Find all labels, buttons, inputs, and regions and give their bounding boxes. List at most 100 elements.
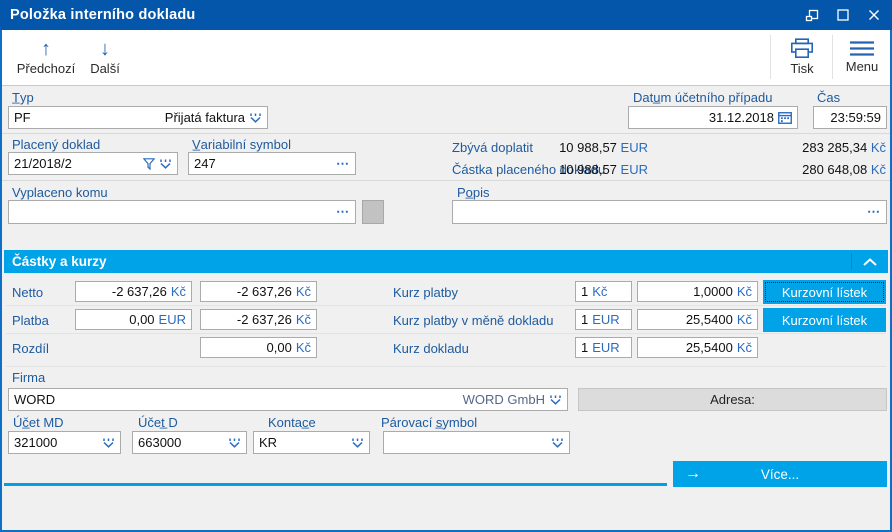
dropdown-icon[interactable]	[249, 113, 262, 123]
ucet-md-label: Úč̲et MD	[13, 415, 64, 430]
kurz-dokladu-unit-input[interactable]: 1 EUR	[575, 337, 632, 358]
platba-input-1[interactable]: 0,00 EUR	[75, 309, 192, 330]
variabilni-symbol-label: V̲ariabilní symbol	[192, 137, 291, 152]
ellipsis-button[interactable]: ⋯	[336, 204, 350, 219]
kurz-mene-rate-input[interactable]: 25,5400 Kč	[637, 309, 758, 330]
menu-label: Menu	[845, 59, 879, 74]
adresa-panel[interactable]: Adresa:	[578, 388, 887, 411]
kontace-input[interactable]: KR	[253, 431, 370, 454]
currency: Kč	[592, 284, 608, 299]
typ-label: T̲yp	[12, 90, 34, 105]
unit-value: 1	[581, 340, 589, 355]
amount-value: 0,00	[129, 312, 155, 327]
platba-input-2[interactable]: -2 637,26 Kč	[200, 309, 317, 330]
rozdil-label: Rozdíl	[12, 341, 49, 356]
dropdown-icon[interactable]	[228, 438, 241, 448]
zbyva-doplatit-kc: 283 285,34 Kč	[700, 140, 886, 155]
rate-value: 1,0000	[693, 284, 733, 299]
parovaci-symbol-input[interactable]	[383, 431, 570, 454]
currency: EUR	[620, 162, 648, 177]
calendar-icon[interactable]	[778, 111, 792, 124]
dropdown-icon[interactable]	[159, 159, 172, 169]
zbyva-doplatit-label: Zbývá doplatit	[452, 140, 533, 155]
currency: Kč	[295, 284, 311, 299]
castka-placeneho-kc: 280 648,08 Kč	[700, 162, 886, 177]
currency: Kč	[170, 284, 186, 299]
dock-window-button[interactable]	[804, 7, 820, 23]
cas-label: Čas	[817, 90, 841, 105]
section-castky-a-kurzy: Částky a kurzy	[4, 250, 888, 273]
close-icon	[868, 9, 880, 21]
currency: EUR	[592, 340, 620, 355]
hamburger-menu-icon	[849, 40, 875, 57]
dropdown-icon[interactable]	[351, 438, 364, 448]
netto-label: Netto	[12, 285, 44, 300]
filter-funnel-icon[interactable]	[143, 157, 155, 170]
kurzovni-listek-button-1[interactable]: Kurzovní lístek	[763, 280, 886, 304]
castka-placeneho-label: Částka placeného dokladu	[452, 162, 606, 177]
maximize-button[interactable]	[835, 7, 851, 23]
popis-input[interactable]: ⋯	[452, 200, 887, 224]
datum-value: 31.12.2018	[708, 110, 774, 125]
ellipsis-button[interactable]: ⋯	[867, 204, 881, 219]
firma-value: WORD	[14, 392, 56, 407]
amount-value: 283 285,34	[802, 140, 868, 155]
toolbar-separator	[832, 35, 833, 79]
print-button[interactable]: Tisk	[776, 33, 828, 81]
typ-input[interactable]: PF Přijatá faktura	[8, 106, 268, 129]
ucet-d-input[interactable]: 663000	[132, 431, 247, 454]
ucet-d-value: 663000	[138, 435, 182, 450]
placeny-doklad-input[interactable]: 21/2018/2	[8, 152, 178, 175]
more-label: Více...	[760, 466, 800, 482]
dropdown-icon[interactable]	[549, 395, 562, 405]
amount-value: 10 988,57	[559, 140, 617, 155]
unit-value: 1	[581, 284, 589, 299]
firma-name: WORD GmbH	[462, 392, 545, 407]
previous-label: Předchozí	[16, 60, 76, 76]
cas-input[interactable]: 23:59:59	[813, 106, 887, 129]
amount-value: 0,00	[266, 340, 292, 355]
kurzovni-listek-button-2[interactable]: Kurzovní lístek	[763, 308, 886, 332]
close-button[interactable]	[866, 7, 882, 23]
more-button[interactable]: → Více...	[673, 461, 887, 487]
rozdil-input[interactable]: 0,00 Kč	[200, 337, 317, 358]
kurz-mene-unit-input[interactable]: 1 EUR	[575, 309, 632, 330]
dropdown-icon[interactable]	[551, 438, 564, 448]
arrow-up-icon: ↑	[41, 37, 51, 60]
platba-label: Platba	[12, 313, 49, 328]
section-divider	[851, 253, 852, 270]
netto-input-1[interactable]: -2 637,26 Kč	[75, 281, 192, 302]
dock-icon	[805, 9, 819, 22]
popis-label: Po̲pis	[457, 185, 490, 200]
kurz-platby-unit-input[interactable]: 1 Kč	[575, 281, 632, 302]
vyplaceno-komu-input[interactable]: ⋯	[8, 200, 356, 224]
datum-input[interactable]: 31.12.2018	[628, 106, 798, 129]
rate-value: 25,5400	[685, 312, 733, 327]
collapse-button[interactable]	[862, 257, 878, 267]
menu-button[interactable]: Menu	[836, 33, 888, 81]
title-bar: Položka interního dokladu	[0, 0, 892, 30]
parovaci-symbol-label: Párovací s̲ymbol	[381, 415, 478, 430]
kurz-mene-label: Kurz platby v měně dokladu	[393, 313, 554, 328]
kurz-dokladu-rate-input[interactable]: 25,5400 Kč	[637, 337, 758, 358]
cas-value: 23:59:59	[830, 110, 881, 125]
dropdown-icon[interactable]	[102, 438, 115, 448]
row-divider	[6, 305, 886, 306]
kurz-platby-rate-input[interactable]: 1,0000 Kč	[637, 281, 758, 302]
ellipsis-button[interactable]: ⋯	[336, 155, 350, 171]
ucet-md-input[interactable]: 321000	[8, 431, 121, 454]
netto-input-2[interactable]: -2 637,26 Kč	[200, 281, 317, 302]
window-controls	[804, 0, 882, 30]
variabilni-symbol-input[interactable]: 247 ⋯	[188, 152, 356, 175]
currency: Kč	[736, 284, 752, 299]
next-button[interactable]: ↓ Další	[76, 33, 134, 81]
kontace-value: KR	[259, 435, 278, 450]
previous-button[interactable]: ↑ Předchozí	[10, 33, 82, 81]
section-bottom-divider	[6, 366, 886, 367]
amount-value: 10 988,57	[559, 162, 617, 177]
gray-square-button[interactable]	[362, 200, 384, 224]
rate-value: 25,5400	[685, 340, 733, 355]
typ-name: Přijatá faktura	[164, 110, 245, 125]
firma-input[interactable]: WORD WORD GmbH	[8, 388, 568, 411]
amount-value: -2 637,26	[236, 284, 292, 299]
